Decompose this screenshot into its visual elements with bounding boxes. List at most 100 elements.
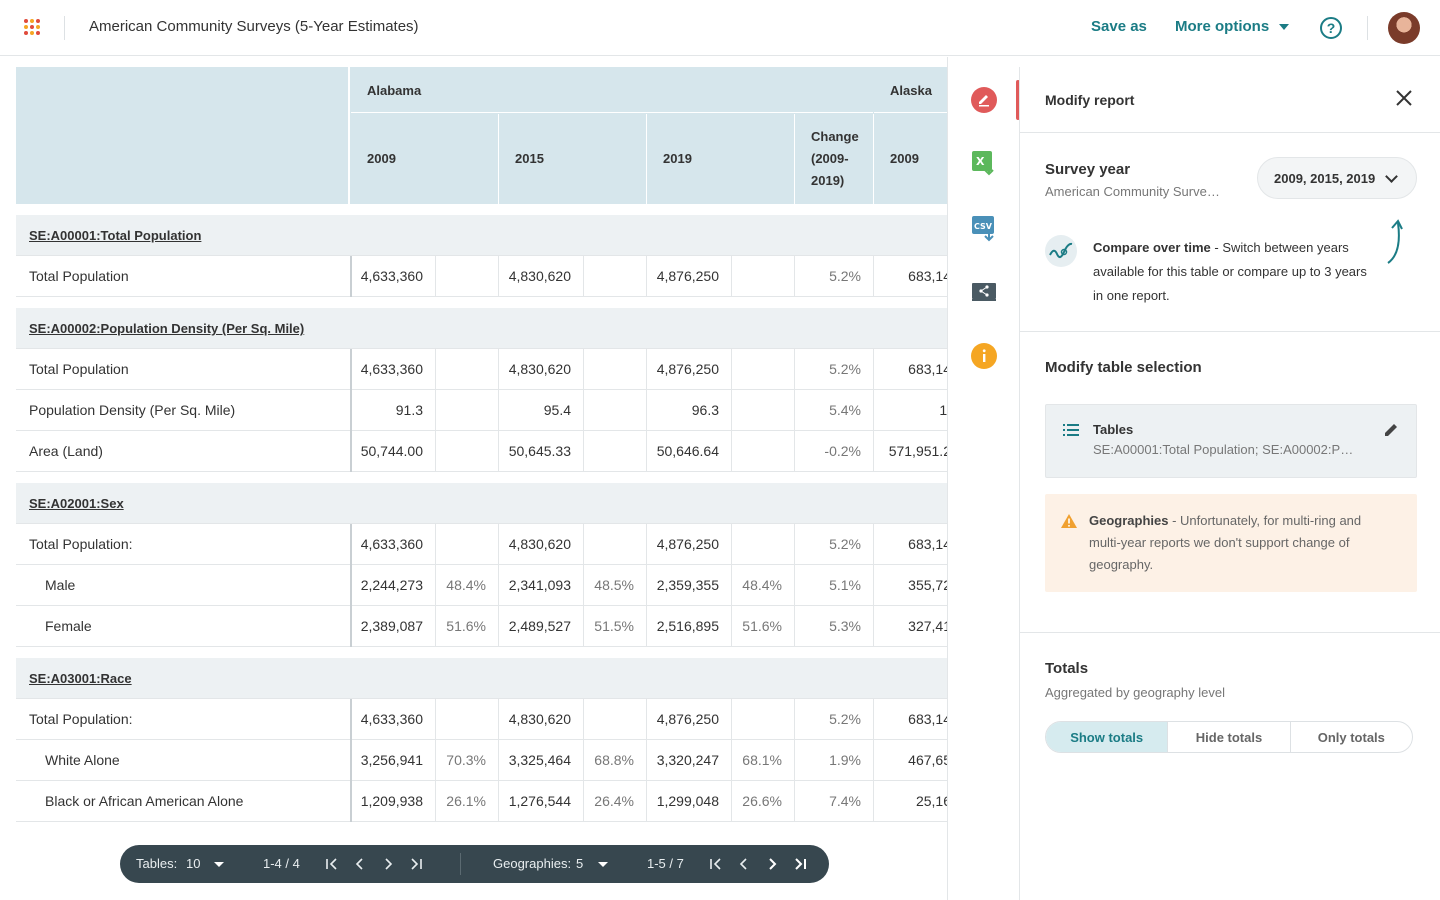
column-divider (794, 781, 795, 822)
column-divider (350, 256, 352, 297)
year-header-alaska-2009: 2009 (874, 114, 947, 204)
cell-change: 1.9% (829, 752, 861, 768)
column-divider (583, 781, 584, 822)
table-header: Alabama Alaska 2009 2015 2019 Change (20… (16, 67, 947, 204)
cell-p2019: 48.4% (742, 577, 782, 593)
table-row (16, 833, 947, 836)
help-icon[interactable]: ? (1320, 17, 1342, 39)
pencil-icon[interactable] (1383, 422, 1399, 438)
row-label: Population Density (Per Sq. Mile) (29, 402, 236, 418)
column-divider (646, 431, 647, 472)
column-divider (350, 390, 352, 431)
totals-title: Totals (1045, 660, 1089, 677)
column-divider (731, 524, 732, 565)
cell-alaska: 683,14 (908, 361, 947, 377)
csv-export-icon[interactable]: CSV (970, 214, 998, 242)
warning-bold: Geographies (1089, 513, 1169, 528)
section-title-link[interactable]: SE:A00001:Total Population (29, 228, 202, 243)
geographies-range: 1-5 / 7 (647, 856, 684, 871)
column-divider (350, 349, 352, 390)
panel-divider (1020, 132, 1440, 133)
column-divider (435, 524, 436, 565)
cell-v2019: 4,876,250 (656, 536, 719, 552)
survey-year-select[interactable]: 2009, 2015, 2019 (1257, 157, 1417, 199)
list-icon (1063, 423, 1079, 437)
column-divider (583, 699, 584, 740)
section-title-link[interactable]: SE:A02001:Sex (29, 496, 124, 511)
geographies-first-page-icon[interactable] (708, 856, 724, 872)
close-icon[interactable] (1395, 89, 1415, 109)
column-divider (873, 390, 874, 431)
geographies-caret-down-icon[interactable] (598, 862, 608, 867)
tables-next-page-icon[interactable] (380, 856, 396, 872)
warning-desc: - Unfortunately, for multi-ring and mult… (1089, 513, 1362, 572)
caret-down-icon (1279, 23, 1290, 30)
section-spacer (16, 297, 947, 308)
save-as-button[interactable]: Save as (1091, 18, 1147, 35)
column-divider (794, 565, 795, 606)
column-divider (873, 256, 874, 297)
section-spacer (16, 647, 947, 658)
cell-alaska: 683,14 (908, 711, 947, 727)
column-divider (350, 431, 352, 472)
compare-over-time-icon (1045, 235, 1077, 267)
cell-v2019: 50,646.64 (656, 443, 719, 459)
section-title-link[interactable]: SE:A00002:Population Density (Per Sq. Mi… (29, 321, 305, 336)
tables-caret-down-icon[interactable] (214, 862, 224, 867)
survey-year-title: Survey year (1045, 161, 1131, 178)
column-divider (873, 524, 874, 565)
cell-v2009: 4,633,360 (360, 361, 423, 377)
tables-prev-page-icon[interactable] (352, 856, 368, 872)
avatar[interactable] (1388, 12, 1420, 44)
cell-v2009: 2,244,273 (360, 577, 423, 593)
state-header-alaska: Alaska (874, 67, 947, 113)
tables-per-page-value[interactable]: 10 (186, 856, 201, 871)
cell-alaska: 355,72 (908, 577, 947, 593)
column-divider (350, 565, 352, 606)
share-icon[interactable] (970, 278, 998, 306)
column-divider (794, 524, 795, 565)
row-label: Total Population (29, 268, 129, 284)
tables-last-page-icon[interactable] (408, 856, 424, 872)
cell-change: 5.2% (829, 361, 861, 377)
hide-totals-option[interactable]: Hide totals (1168, 722, 1291, 752)
compare-over-time-text: Compare over time - Switch between years… (1093, 236, 1378, 308)
edit-report-icon[interactable] (970, 86, 998, 114)
table-header-corner (16, 67, 350, 204)
geographies-per-page-value[interactable]: 5 (576, 856, 584, 871)
column-divider (794, 431, 795, 472)
excel-export-icon[interactable]: X (970, 149, 998, 177)
cell-v2009: 50,744.00 (360, 443, 423, 459)
column-divider (498, 699, 499, 740)
column-divider (498, 524, 499, 565)
only-totals-option[interactable]: Only totals (1317, 729, 1385, 745)
table-row: Total Population: 4,633,360 4,830,620 4,876… (16, 699, 947, 740)
tables-selection-box[interactable]: Tables SE:A00001:Total Population; SE:A0… (1045, 404, 1417, 478)
cell-p2015: 51.5% (594, 618, 634, 634)
geographies-next-page-icon[interactable] (764, 856, 780, 872)
cell-v2019: 4,876,250 (656, 268, 719, 284)
column-divider (731, 431, 732, 472)
app-header: American Community Surveys (5-Year Estim… (0, 0, 1440, 56)
column-divider (646, 390, 647, 431)
more-options-button[interactable]: More options (1175, 18, 1290, 35)
column-divider (498, 781, 499, 822)
cell-change: 5.2% (829, 711, 861, 727)
cell-v2015: 95.4 (543, 402, 571, 418)
section-title-link[interactable]: SE:A03001:Race (29, 671, 132, 686)
info-icon[interactable] (970, 342, 998, 370)
geographies-prev-page-icon[interactable] (736, 856, 752, 872)
app-launcher-icon[interactable] (24, 19, 40, 35)
show-totals-option[interactable]: Show totals (1046, 722, 1169, 752)
column-divider (731, 349, 732, 390)
column-divider (435, 431, 436, 472)
table-row: Total Population 4,633,360 4,830,620 4,876,… (16, 256, 947, 297)
panel-divider (1020, 331, 1440, 332)
cell-v2009: 3,256,941 (360, 752, 423, 768)
row-label: Total Population (29, 361, 129, 377)
column-divider (435, 740, 436, 781)
tables-first-page-icon[interactable] (324, 856, 340, 872)
cell-change: -0.2% (824, 443, 861, 459)
change-header-line: Change (811, 129, 859, 144)
geographies-last-page-icon[interactable] (792, 856, 808, 872)
